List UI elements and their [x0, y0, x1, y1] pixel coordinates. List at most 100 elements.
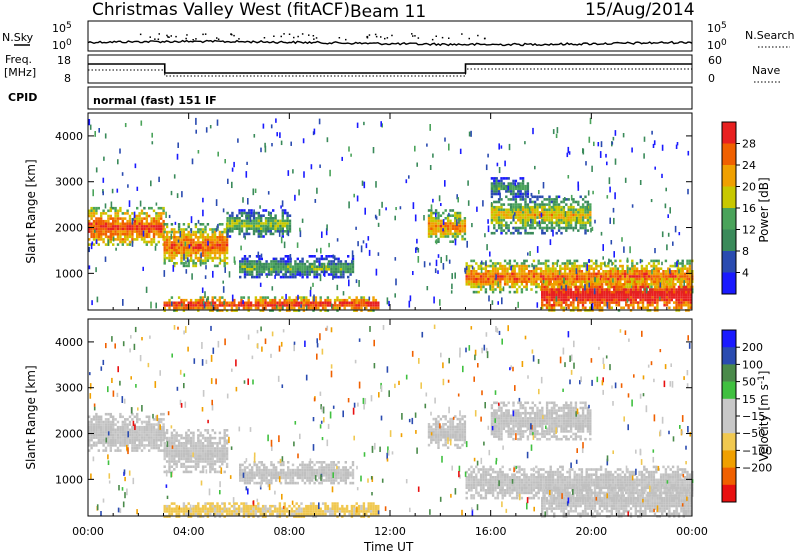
heatmap-cell — [212, 455, 214, 458]
heatmap-cell — [583, 278, 585, 281]
heatmap-cell — [655, 283, 657, 286]
heatmap-cell — [146, 236, 148, 239]
heatmap-cell — [532, 227, 534, 230]
heatmap-cell — [102, 449, 104, 452]
heatmap-cell — [98, 233, 100, 236]
heatmap-cell — [98, 442, 100, 445]
heatmap-cell — [678, 291, 680, 294]
heatmap-cell — [168, 450, 170, 453]
heatmap-cell — [117, 223, 119, 226]
heatmap-cell — [532, 219, 534, 222]
heatmap-cell — [553, 283, 555, 286]
heatmap-cell — [124, 225, 126, 228]
heatmap-cell — [629, 283, 631, 286]
heatmap-cell — [330, 260, 332, 263]
heatmap-cell — [107, 426, 109, 429]
heatmap-cell — [168, 241, 170, 244]
heatmap-cell — [492, 283, 494, 286]
scatter-echo — [376, 269, 378, 276]
heatmap-cell — [553, 198, 555, 201]
heatmap-cell — [468, 280, 470, 283]
heatmap-cell — [493, 177, 495, 180]
heatmap-cell — [512, 232, 514, 235]
heatmap-cell — [435, 225, 437, 228]
scatter-echo — [284, 242, 286, 249]
nave-tick-lo: 0 — [708, 72, 715, 85]
heatmap-cell — [563, 299, 565, 302]
heatmap-cell — [95, 431, 97, 434]
heatmap-cell — [105, 212, 107, 215]
scatter-echo — [297, 295, 299, 301]
heatmap-cell — [190, 447, 192, 450]
heatmap-cell — [449, 209, 451, 212]
heatmap-cell — [572, 283, 574, 286]
heatmap-cell — [251, 271, 253, 274]
heatmap-cell — [671, 299, 673, 302]
heatmap-cell — [311, 265, 313, 268]
heatmap-cell — [158, 212, 160, 215]
heatmap-cell — [143, 217, 145, 220]
heatmap-cell — [246, 265, 248, 268]
heatmap-cell — [93, 215, 95, 218]
heatmap-cell — [219, 241, 221, 244]
heatmap-cell — [190, 259, 192, 262]
heatmap-cell — [627, 296, 629, 299]
scatter-echo — [200, 262, 202, 267]
heatmap-cell — [141, 439, 143, 442]
heatmap-cell — [231, 307, 233, 310]
heatmap-cell — [498, 211, 500, 214]
heatmap-cell — [353, 302, 355, 305]
heatmap-cell — [90, 423, 92, 426]
heatmap-cell — [535, 273, 537, 276]
heatmap-cell — [430, 230, 432, 233]
heatmap-cell — [162, 423, 164, 426]
scatter-echo — [432, 154, 434, 158]
heatmap-cell — [529, 232, 531, 235]
heatmap-cell — [435, 220, 437, 223]
heatmap-cell — [649, 304, 651, 307]
heatmap-cell — [686, 270, 688, 273]
heatmap-cell — [291, 304, 293, 307]
heatmap-cell — [173, 236, 175, 239]
heatmap-cell — [493, 224, 495, 227]
heatmap-cell — [617, 273, 619, 276]
heatmap-cell — [523, 275, 525, 278]
cpid-label: CPID — [8, 91, 37, 104]
heatmap-cell — [358, 302, 360, 305]
heatmap-cell — [162, 220, 164, 223]
heatmap-cell — [173, 239, 175, 242]
heatmap-cell — [615, 294, 617, 297]
heatmap-cell — [622, 265, 624, 268]
heatmap-cell — [207, 452, 209, 455]
scatter-echo — [281, 141, 283, 145]
heatmap-cell — [636, 270, 638, 273]
heatmap-cell — [209, 442, 211, 445]
heatmap-cell — [539, 224, 541, 227]
heatmap-cell — [521, 275, 523, 278]
heatmap-cell — [428, 217, 430, 220]
heatmap-cell — [190, 252, 192, 255]
heatmap-cell — [168, 307, 170, 310]
heatmap-cell — [558, 224, 560, 227]
y-tick-label: 1000 — [55, 267, 83, 280]
heatmap-cell — [581, 265, 583, 268]
heatmap-cell — [509, 275, 511, 278]
heatmap-cell — [325, 258, 327, 261]
heatmap-cell — [289, 214, 291, 217]
heatmap-cell — [514, 286, 516, 289]
heatmap-cell — [219, 262, 221, 265]
heatmap-cell — [584, 227, 586, 230]
heatmap-cell — [224, 254, 226, 257]
heatmap-cell — [591, 294, 593, 297]
heatmap-cell — [248, 304, 250, 307]
cpid-value: normal (fast) 151 IF — [93, 94, 217, 107]
heatmap-cell — [607, 273, 609, 276]
heatmap-cell — [146, 223, 148, 226]
heatmap-cell — [107, 413, 109, 416]
nsky-dot — [469, 38, 471, 40]
scatter-echo — [468, 200, 470, 206]
heatmap-cell — [190, 439, 192, 442]
heatmap-cell — [150, 426, 152, 429]
heatmap-cell — [100, 439, 102, 442]
heatmap-cell — [347, 268, 349, 271]
